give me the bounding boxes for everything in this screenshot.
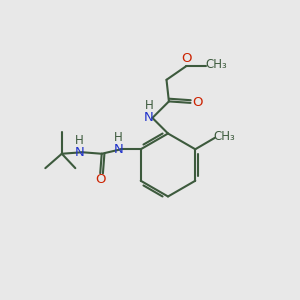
Text: CH₃: CH₃ — [205, 58, 227, 71]
Text: H: H — [75, 134, 84, 147]
Text: O: O — [95, 173, 106, 186]
Text: O: O — [192, 96, 202, 110]
Text: H: H — [144, 99, 153, 112]
Text: CH₃: CH₃ — [213, 130, 235, 143]
Text: N: N — [144, 111, 154, 124]
Text: O: O — [181, 52, 192, 65]
Text: H: H — [114, 131, 123, 144]
Text: N: N — [74, 146, 84, 159]
Text: N: N — [113, 143, 123, 156]
